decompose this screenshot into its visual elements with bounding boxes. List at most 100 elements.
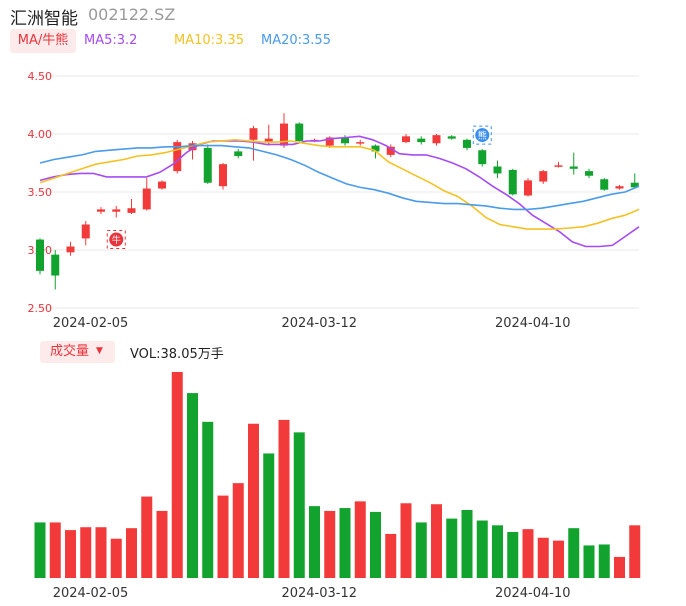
volume-bar [492, 525, 503, 578]
volume-bar [370, 511, 381, 578]
volume-bar [248, 423, 259, 578]
candle-body [158, 181, 166, 189]
volume-bar [598, 544, 610, 578]
candle-body [234, 151, 243, 157]
volume-bar [65, 530, 76, 578]
volume-date-label: 2024-03-12 [281, 586, 357, 601]
volume-bar [522, 529, 534, 578]
volume-bar [431, 504, 442, 578]
svg-text:牛: 牛 [112, 234, 121, 246]
volume-bar [110, 538, 122, 578]
candle-body [447, 136, 456, 139]
volume-bar [507, 532, 519, 578]
ma5-line [39, 135, 640, 248]
candle-body [188, 143, 197, 151]
volume-bar [461, 509, 473, 578]
candle-body [630, 182, 639, 188]
volume-bar [49, 522, 61, 578]
candle-body [600, 179, 609, 190]
ma10-line [39, 138, 640, 230]
volume-bar [141, 496, 153, 578]
candle-body [417, 138, 426, 143]
ma20-line [39, 144, 640, 211]
volume-bar [446, 518, 458, 578]
candle-body [432, 135, 441, 144]
candle-body [539, 171, 548, 182]
volume-bar [385, 533, 397, 578]
dropdown-arrow-icon: ▼ [96, 346, 103, 356]
bear-marker-icon[interactable]: 熊 [472, 125, 492, 145]
candle-body [508, 169, 517, 195]
candle-body [325, 137, 334, 146]
volume-indicator-selector[interactable]: 成交量 ▼ [40, 341, 115, 363]
candle-body [249, 128, 258, 140]
volume-readout: VOL:38.05万手 [130, 347, 224, 362]
volume-bar [309, 506, 320, 578]
y-tick-label: 2.50 [28, 302, 53, 315]
volume-bar [202, 421, 214, 578]
volume-bar [126, 528, 137, 578]
candle-body [371, 145, 380, 152]
ma10-legend: MA10:3.35 [174, 33, 244, 48]
x-date-label: 2024-03-12 [281, 316, 357, 331]
candle-body [264, 138, 273, 143]
volume-bar [217, 495, 229, 578]
volume-bar [568, 528, 580, 578]
volume-bar [629, 525, 641, 578]
volume-date-label: 2024-02-05 [53, 586, 129, 601]
volume-bar [537, 537, 549, 578]
volume-tag-label: 成交量 [50, 344, 90, 359]
x-date-label: 2024-02-05 [53, 316, 129, 331]
candle-body [219, 164, 227, 187]
stock-name: 汇洲智能 [10, 9, 78, 29]
ma5-legend: MA5:3.2 [84, 33, 138, 48]
candle-body [295, 123, 304, 141]
candle-body [173, 142, 182, 172]
volume-bar [187, 393, 198, 578]
volume-bar [324, 510, 336, 578]
candle-body [463, 139, 471, 148]
volume-bar [400, 503, 412, 578]
candle-body [386, 146, 395, 155]
y-tick-label: 3.50 [28, 186, 53, 199]
volume-bar [34, 522, 46, 578]
candle-body [142, 188, 151, 210]
candle-body [36, 239, 44, 271]
candle-body [615, 186, 624, 189]
volume-bar [354, 501, 366, 578]
volume-bar [278, 419, 290, 578]
svg-text:熊: 熊 [478, 130, 487, 142]
volume-bar [171, 372, 183, 578]
volume-bar [293, 432, 305, 578]
y-tick-label: 4.50 [28, 70, 53, 83]
volume-bar [415, 522, 427, 578]
candle-body [203, 147, 212, 183]
candle-body [51, 254, 60, 276]
candle-body [97, 209, 105, 212]
candle-body [280, 123, 288, 146]
volume-bar [80, 527, 92, 578]
candle-body [554, 165, 563, 167]
y-tick-label: 4.00 [28, 128, 53, 141]
candle-body [112, 209, 121, 212]
volume-bar [263, 453, 275, 578]
candle-body [524, 180, 532, 196]
candle-body [341, 137, 349, 144]
candle-body [478, 150, 487, 165]
candle-body [569, 166, 578, 169]
volume-bar [339, 508, 351, 578]
candle-body [402, 136, 410, 143]
candle-body [127, 208, 136, 213]
candle-body [356, 142, 365, 144]
volume-bar [553, 540, 564, 578]
candle-body [66, 246, 75, 253]
ma-indicator-selector[interactable]: MA/牛熊 [10, 29, 76, 53]
volume-bar [476, 520, 488, 578]
ma20-legend: MA20:3.55 [261, 33, 331, 48]
candle-body [81, 224, 90, 239]
candle-body [493, 166, 502, 174]
bull-marker-icon[interactable]: 牛 [106, 230, 126, 250]
volume-date-label: 2024-04-10 [495, 586, 571, 601]
volume-bar [95, 527, 107, 578]
